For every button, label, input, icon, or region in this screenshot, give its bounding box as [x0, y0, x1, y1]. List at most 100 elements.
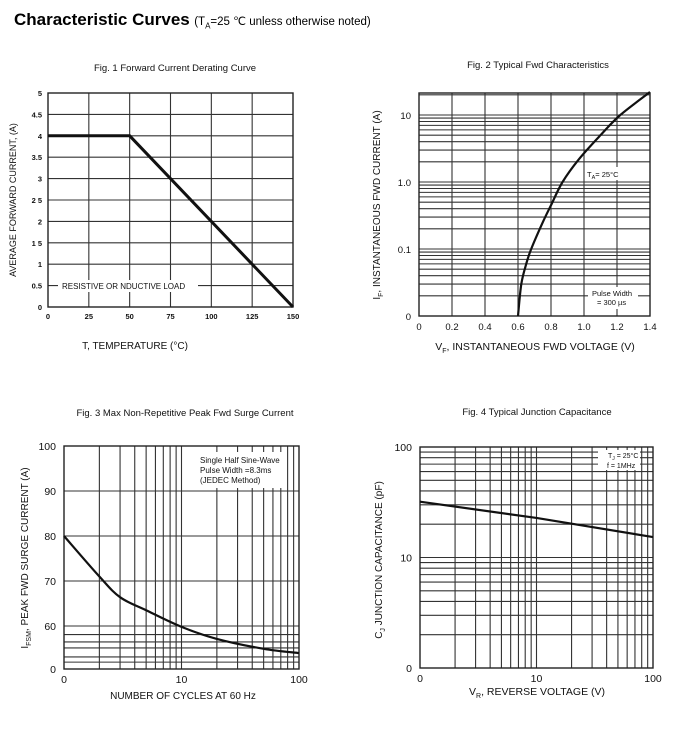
- annotation-surge-condition: Pulse Width =8.3ms: [200, 466, 271, 475]
- x-tick-label: 125: [246, 312, 259, 321]
- y-tick-label: 100: [394, 442, 412, 454]
- x-tick-label: 1.0: [577, 322, 590, 333]
- gridlines: [420, 447, 653, 668]
- y-tick-label: 90: [44, 486, 56, 498]
- x-tick-label: 150: [287, 312, 300, 321]
- chart-title: Fig. 1 Forward Current Derating Curve: [94, 63, 256, 74]
- chart-fig-3: Fig. 3 Max Non-Repetitive Peak Fwd Surge…: [38, 408, 307, 686]
- y-tick-label: 100: [38, 441, 56, 453]
- gridlines: [48, 93, 293, 307]
- y-tick-label: 1 5: [32, 239, 42, 248]
- y-label-rest: , INSTANTANEOUS FWD CURRENT (A): [372, 110, 383, 292]
- cond-prefix: (T: [194, 16, 206, 28]
- cond-rest: =25 ℃ unless otherwise noted): [210, 16, 371, 28]
- y-tick-label: 3: [38, 175, 42, 184]
- y-tick-label: 10: [400, 553, 412, 565]
- y-axis-label: CJ JUNCTION CAPACITANCE (pF): [374, 481, 387, 639]
- annotation-junction-temp: TJ = 25°C: [608, 452, 638, 462]
- annotation-bg: [598, 450, 640, 470]
- y-axis-label: AVERAGE FORWARD CURRENT, (A): [8, 123, 18, 277]
- y-tick-label: 1.0: [398, 178, 411, 189]
- plot-frame: [47, 92, 294, 308]
- x-tick-label: 0.2: [445, 322, 458, 333]
- series-line: [419, 500, 654, 539]
- y-tick-label: 4.5: [32, 110, 42, 119]
- y-label-sub: F: [378, 293, 385, 297]
- x-tick-label: 1.4: [643, 322, 656, 333]
- y-tick-label: 0.5: [32, 282, 42, 291]
- chart-fig-2: Fig. 2 Typical Fwd Characteristics 0 0.2 0.…: [398, 60, 657, 333]
- x-axis-label: NUMBER OF CYCLES AT 60 Hz: [110, 691, 256, 702]
- x-axis-label: VF, INSTANTANEOUS FWD VOLTAGE (V): [435, 341, 635, 355]
- x-tick-label: 0: [61, 674, 67, 686]
- y-tick-label: 0: [406, 312, 411, 323]
- x-tick-label: 1.2: [610, 322, 623, 333]
- annotation-surge-condition: Single Half Sine-Wave: [200, 456, 280, 465]
- y-tick-label: 1: [38, 260, 42, 269]
- x-tick-label: 10: [531, 673, 543, 685]
- series-line: [48, 134, 295, 309]
- x-tick-label: 10: [176, 674, 188, 686]
- y-tick-label: 3.5: [32, 153, 42, 162]
- x-tick-label: 100: [205, 312, 218, 321]
- x-label-rest: , INSTANTANEOUS FWD VOLTAGE (V): [447, 341, 635, 353]
- y-tick-label: 0: [50, 664, 56, 676]
- annotation-temperature: TA= 25°C: [587, 170, 619, 181]
- x-tick-label: 0: [46, 312, 50, 321]
- y-tick-label: 0.1: [398, 245, 411, 256]
- gridlines: [419, 93, 650, 316]
- x-tick-label: 50: [125, 312, 133, 321]
- x-label-sub: F: [442, 348, 446, 355]
- y-tick-label: 10: [400, 111, 411, 122]
- chart-fig-4: Fig. 4 Typical Junction Capacitance 0 10 10…: [394, 407, 661, 685]
- y-tick-label: 60: [44, 621, 56, 633]
- annotation-frequency: f = 1MHz: [607, 463, 636, 470]
- plot-frame: [418, 92, 651, 317]
- x-tick-label: 100: [644, 673, 662, 685]
- annotation-surge-condition: (JEDEC Method): [200, 476, 261, 485]
- cond-sub: A: [205, 21, 211, 31]
- y-tick-label: 5: [38, 89, 42, 98]
- y-tick-label: 80: [44, 531, 56, 543]
- y-tick-label: 70: [44, 576, 56, 588]
- chart-title: Fig. 4 Typical Junction Capacitance: [462, 407, 611, 418]
- series-line: [516, 91, 651, 317]
- y-tick-label: 0: [38, 303, 42, 312]
- x-tick-label: 75: [166, 312, 174, 321]
- x-tick-label: 0: [417, 673, 423, 685]
- test-condition: (TA=25 ℃ unless otherwise noted): [194, 16, 371, 31]
- x-axis-label: T, TEMPERATURE (°C): [82, 341, 188, 352]
- x-tick-label: 0.4: [478, 322, 491, 333]
- y-tick-label: 4: [38, 132, 43, 141]
- plot-frame: [419, 446, 654, 669]
- plot-frame: [63, 445, 300, 670]
- y-axis-label: IFSM, PEAK FWD SURGE CURRENT (A): [20, 467, 33, 648]
- annotation-pulse-value: = 300 µs: [597, 298, 626, 307]
- x-tick-label: 0.6: [511, 322, 524, 333]
- y-tick-label: 2 5: [32, 196, 42, 205]
- annotation-bg: [196, 452, 286, 488]
- x-tick-label: 100: [290, 674, 308, 686]
- chart-title: Fig. 3 Max Non-Repetitive Peak Fwd Surge…: [76, 408, 293, 419]
- annotation-load-type: RESISTIVE OR NDUCTIVE LOAD: [62, 282, 185, 291]
- page-title: Characteristic Curves: [14, 10, 190, 29]
- y-tick-label: 0: [406, 663, 412, 675]
- annotation-bg: [585, 167, 627, 180]
- y-label-main: I: [372, 297, 383, 300]
- x-label-main: V: [435, 341, 442, 353]
- series-line: [63, 535, 300, 655]
- annotation-bg: [588, 287, 638, 309]
- y-tick-label: 2: [38, 217, 42, 226]
- gridlines: [64, 446, 299, 669]
- chart-title: Fig. 2 Typical Fwd Characteristics: [467, 60, 609, 71]
- annotation-bg: [58, 280, 198, 292]
- page-header: Characteristic Curves (TA=25 ℃ unless ot…: [14, 10, 371, 30]
- x-tick-label: 0: [416, 322, 421, 333]
- y-axis-label: IF, INSTANTANEOUS FWD CURRENT (A): [372, 110, 385, 299]
- annotation-pulse-width: Pulse Width: [592, 289, 632, 298]
- x-tick-label: 25: [85, 312, 93, 321]
- x-tick-label: 0.8: [544, 322, 557, 333]
- x-axis-label: VR, REVERSE VOLTAGE (V): [469, 686, 605, 700]
